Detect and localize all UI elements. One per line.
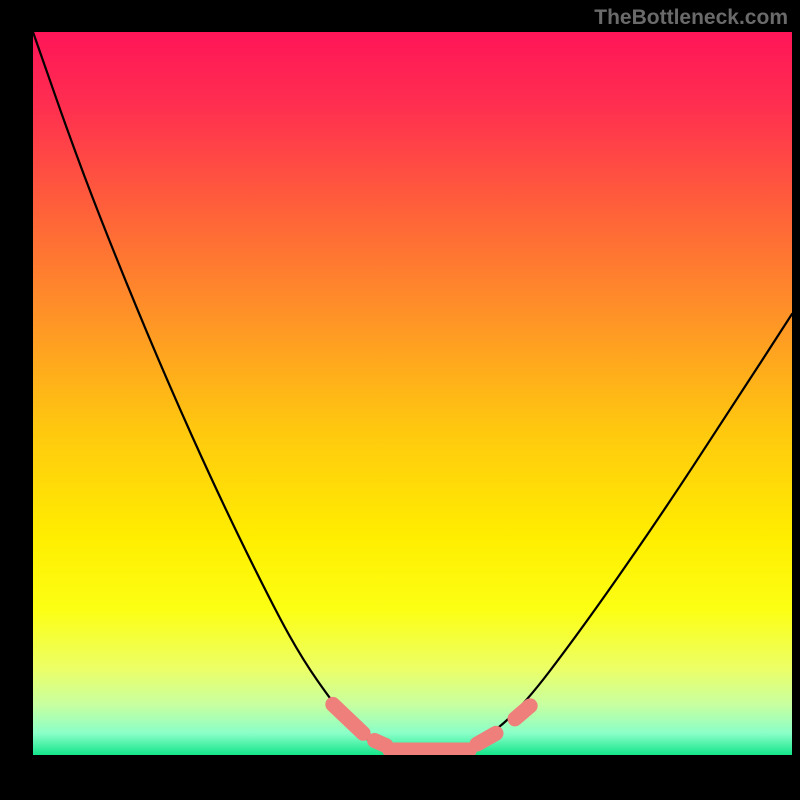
gradient-background [33,32,792,755]
bead-segment [515,706,530,719]
plot-area [33,32,792,755]
chart-svg [33,32,792,755]
chart-frame: TheBottleneck.com [0,0,800,800]
watermark-label: TheBottleneck.com [594,6,788,30]
bead-segment [477,733,496,744]
